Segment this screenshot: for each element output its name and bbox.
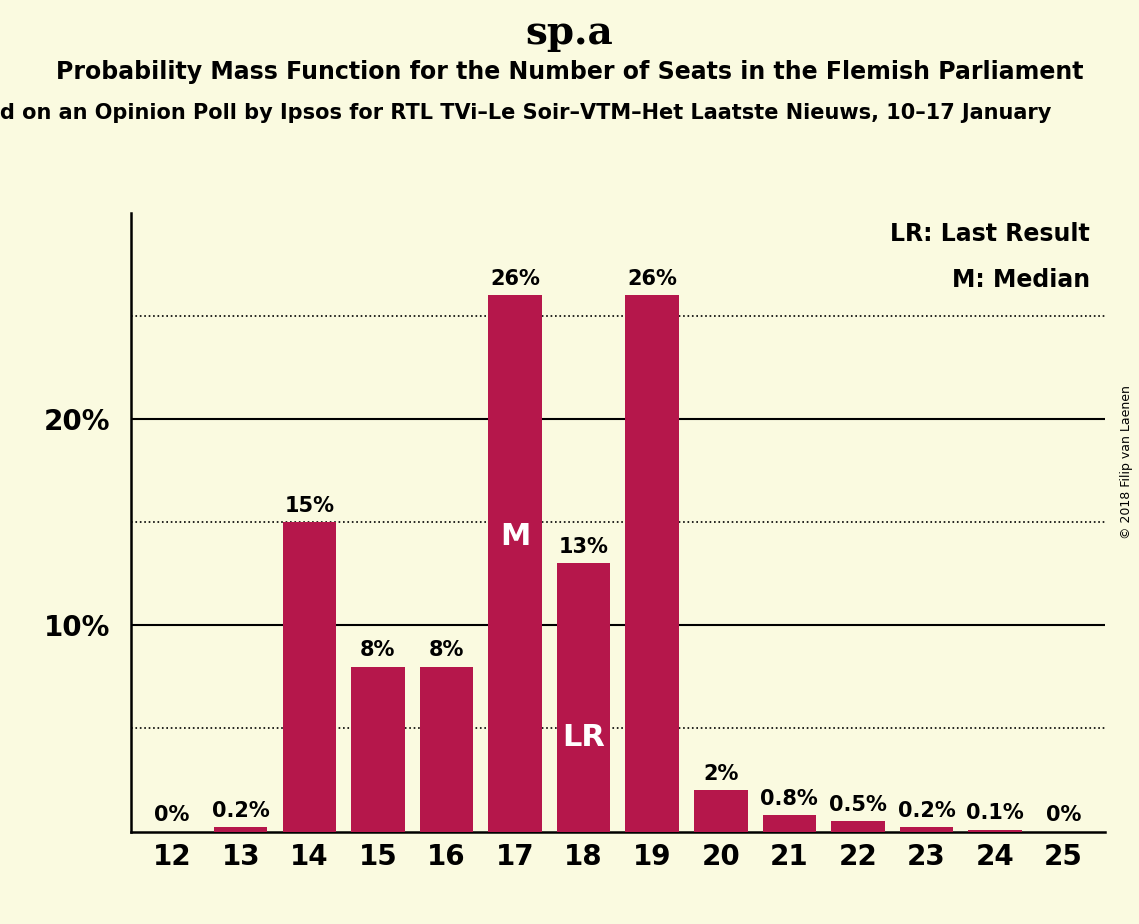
Text: 8%: 8% — [428, 640, 465, 661]
Bar — [214, 828, 268, 832]
Bar — [351, 666, 404, 832]
Bar — [282, 522, 336, 832]
Text: 0.2%: 0.2% — [898, 801, 956, 821]
Text: 15%: 15% — [285, 496, 334, 516]
Text: LR: Last Result: LR: Last Result — [891, 222, 1090, 246]
Bar — [419, 666, 473, 832]
Bar — [489, 295, 542, 832]
Text: 13%: 13% — [559, 537, 608, 557]
Text: M: Median: M: Median — [952, 268, 1090, 292]
Text: M: M — [500, 522, 531, 551]
Text: sp.a: sp.a — [525, 14, 614, 52]
Text: 26%: 26% — [490, 269, 540, 289]
Text: LR: LR — [563, 723, 605, 752]
Text: 0.5%: 0.5% — [829, 795, 887, 815]
Bar — [831, 821, 885, 832]
Bar — [763, 815, 817, 832]
Text: d on an Opinion Poll by Ipsos for RTL TVi–Le Soir–VTM–Het Laatste Nieuws, 10–17 : d on an Opinion Poll by Ipsos for RTL TV… — [0, 103, 1051, 124]
Bar — [625, 295, 679, 832]
Text: Probability Mass Function for the Number of Seats in the Flemish Parliament: Probability Mass Function for the Number… — [56, 60, 1083, 84]
Text: 26%: 26% — [628, 269, 677, 289]
Text: 0%: 0% — [1046, 806, 1081, 825]
Text: 0.2%: 0.2% — [212, 801, 270, 821]
Text: © 2018 Filip van Laenen: © 2018 Filip van Laenen — [1121, 385, 1133, 539]
Bar — [900, 828, 953, 832]
Bar — [557, 564, 611, 832]
Text: 0%: 0% — [155, 806, 190, 825]
Text: 8%: 8% — [360, 640, 395, 661]
Text: 0.1%: 0.1% — [966, 803, 1024, 823]
Text: 2%: 2% — [703, 764, 738, 784]
Text: 0.8%: 0.8% — [761, 789, 818, 808]
Bar — [694, 790, 747, 832]
Bar — [968, 830, 1022, 832]
